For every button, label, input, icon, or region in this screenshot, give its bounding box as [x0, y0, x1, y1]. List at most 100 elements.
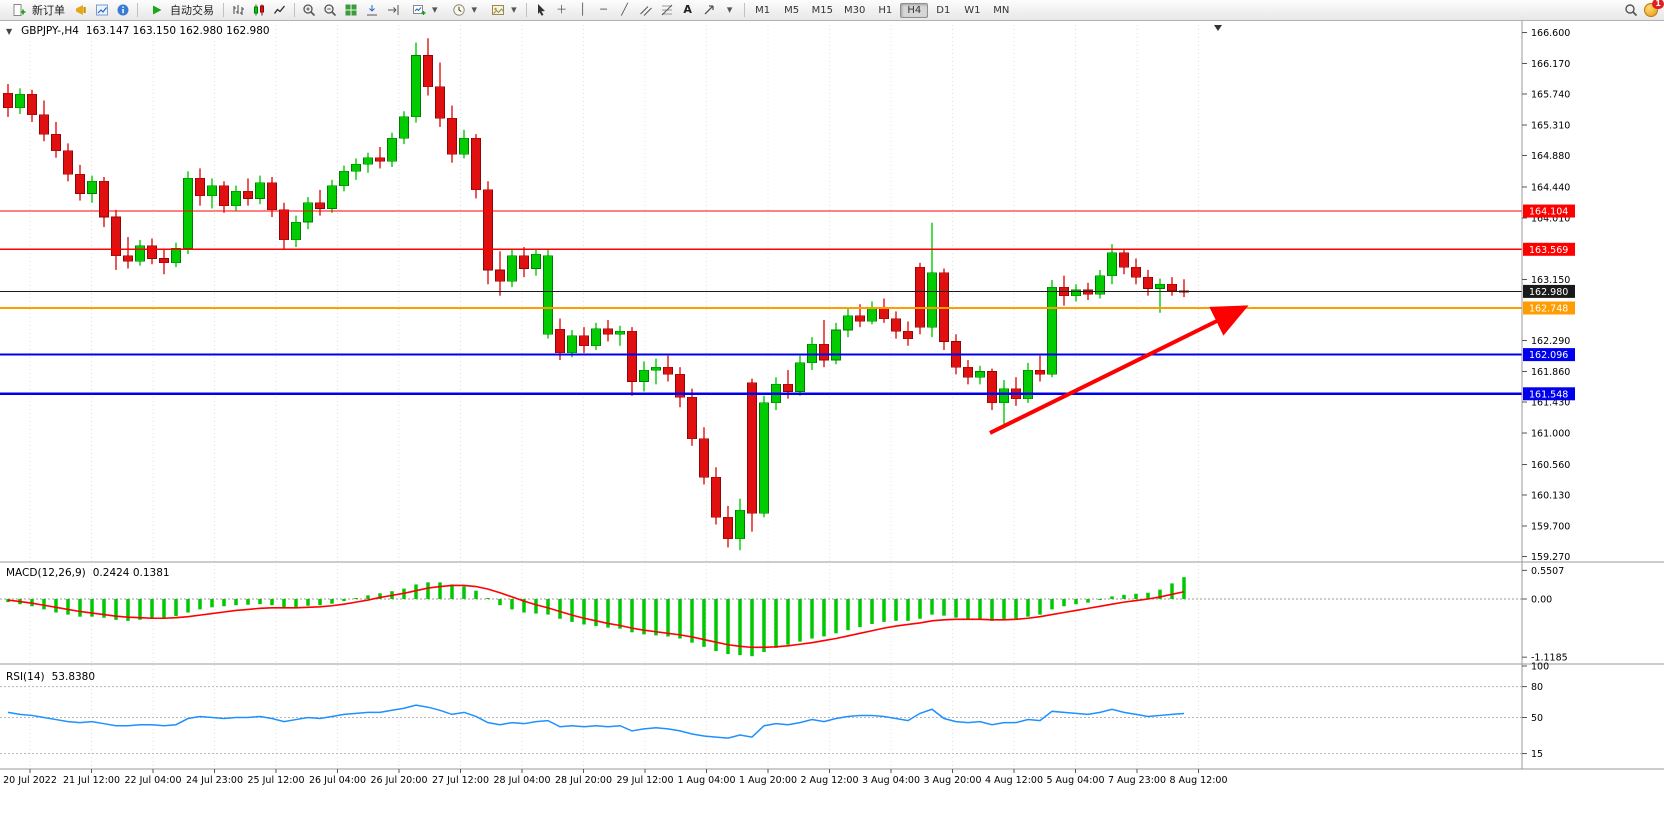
price-axis[interactable]: 166.600 166.170 165.740 165.310 164.880 164.4… — [1522, 28, 1575, 563]
svg-text:165.310: 165.310 — [1531, 120, 1570, 131]
svg-text:161.000: 161.000 — [1531, 428, 1570, 439]
timeframe-d1[interactable]: D1 — [936, 4, 951, 16]
timeframe-m5[interactable]: M5 — [784, 4, 800, 16]
clock-icon — [449, 1, 469, 19]
svg-text:162.290: 162.290 — [1531, 336, 1570, 347]
macd-name: MACD(12,26,9) — [6, 567, 86, 579]
auto-trading-button[interactable]: 自动交易 — [142, 1, 219, 19]
bar-chart-icon[interactable] — [228, 1, 248, 19]
template-dropdown-button[interactable]: ▾ — [483, 1, 522, 19]
community-button[interactable]: 1 — [1642, 0, 1664, 18]
shapes-dropdown-icon[interactable]: ▾ — [726, 3, 733, 16]
svg-text:163.150: 163.150 — [1531, 275, 1570, 286]
svg-text:3 Aug 04:00: 3 Aug 04:00 — [862, 775, 920, 786]
chart-canvas[interactable]: 166.600 166.170 165.740 165.310 164.880 164.4… — [0, 21, 1664, 839]
macd-values: 0.2424 0.1381 — [92, 567, 170, 579]
svg-text:161.548: 161.548 — [1529, 389, 1568, 400]
rsi-name: RSI(14) — [6, 671, 45, 683]
megaphone-icon[interactable] — [71, 1, 91, 19]
svg-text:5 Aug 04:00: 5 Aug 04:00 — [1046, 775, 1104, 786]
toolbar-separator — [137, 3, 138, 17]
new-order-label: 新订单 — [32, 4, 65, 17]
toolbar-separator — [743, 3, 745, 17]
template-icon — [488, 1, 508, 19]
svg-text:165.740: 165.740 — [1531, 90, 1570, 101]
time-axis[interactable]: 20 Jul 2022 21 Jul 12:00 22 Jul 04:00 24 Ju… — [3, 769, 1228, 786]
svg-text:160.560: 160.560 — [1531, 460, 1570, 471]
crosshair-icon[interactable]: ＋ — [556, 3, 568, 16]
macd-panel: 0.5507 0.00 -1.1185 — [0, 566, 1568, 664]
svg-text:163.569: 163.569 — [1529, 245, 1568, 256]
price-tag: 163.569 — [1523, 242, 1575, 256]
auto-scroll-icon[interactable] — [362, 1, 382, 19]
svg-text:1 Aug 20:00: 1 Aug 20:00 — [739, 775, 797, 786]
arrow-object-icon[interactable] — [699, 1, 719, 19]
channel-icon[interactable] — [636, 1, 656, 19]
toolbar-separator — [294, 3, 295, 17]
price-tag: 162.096 — [1523, 348, 1575, 362]
timeframe-m1[interactable]: M1 — [755, 4, 771, 16]
timeframe-h1[interactable]: H1 — [878, 4, 893, 16]
svg-text:29 Jul 12:00: 29 Jul 12:00 — [617, 775, 674, 786]
main-toolbar: 新订单 自动交易 ▾ — [0, 0, 1664, 21]
search-icon[interactable] — [1621, 1, 1641, 19]
svg-text:164.440: 164.440 — [1531, 183, 1570, 194]
new-order-icon — [9, 1, 29, 19]
candlestick-chart-icon[interactable] — [249, 1, 269, 19]
svg-text:0.5507: 0.5507 — [1531, 566, 1564, 577]
play-icon — [147, 1, 167, 19]
svg-text:100: 100 — [1531, 662, 1549, 673]
timeframe-h4[interactable]: H4 — [900, 2, 929, 18]
svg-text:20 Jul 2022: 20 Jul 2022 — [3, 775, 57, 786]
toolbar-separator — [525, 3, 527, 17]
price-tag: 164.104 — [1523, 204, 1575, 218]
new-order-button[interactable]: 新订单 — [4, 1, 70, 19]
chart-shift-marker[interactable] — [1214, 25, 1222, 31]
svg-text:164.104: 164.104 — [1529, 207, 1568, 218]
zoom-out-icon[interactable] — [320, 1, 340, 19]
svg-text:2 Aug 12:00: 2 Aug 12:00 — [800, 775, 858, 786]
svg-text:15: 15 — [1531, 749, 1543, 760]
candlesticks — [3, 38, 1189, 551]
svg-text:28 Jul 04:00: 28 Jul 04:00 — [494, 775, 551, 786]
chart-header: ▼ GBPJPY-,H4 163.147 163.150 162.980 162… — [6, 25, 270, 37]
ohlc-values: 163.147 163.150 162.980 162.980 — [85, 25, 270, 37]
info-icon[interactable] — [113, 1, 133, 19]
cursor-icon[interactable] — [531, 1, 551, 19]
chart-shift-icon[interactable] — [383, 1, 403, 19]
horizontal-line-icon[interactable]: ─ — [600, 3, 607, 16]
line-chart-icon[interactable] — [270, 1, 290, 19]
one-click-trading-toggle[interactable]: ▼ — [6, 26, 13, 36]
chart-area[interactable]: 166.600 166.170 165.740 165.310 164.880 164.4… — [0, 21, 1664, 839]
svg-text:50: 50 — [1531, 713, 1543, 724]
rsi-panel: 100 80 50 15 — [0, 662, 1549, 760]
timeframe-mn[interactable]: MN — [993, 4, 1010, 16]
svg-text:4 Aug 12:00: 4 Aug 12:00 — [985, 775, 1043, 786]
period-dropdown-button[interactable]: ▾ — [444, 1, 483, 19]
macd-header: MACD(12,26,9) 0.2424 0.1381 — [6, 567, 170, 579]
zoom-in-icon[interactable] — [299, 1, 319, 19]
horizontal-level-lines[interactable] — [0, 210, 1522, 395]
chevron-down-icon: ▾ — [511, 3, 517, 16]
fibonacci-icon[interactable] — [657, 1, 677, 19]
svg-text:1 Aug 04:00: 1 Aug 04:00 — [677, 775, 735, 786]
timeframe-m30[interactable]: M30 — [843, 4, 866, 16]
chevron-down-icon: ▾ — [471, 3, 478, 16]
new-chart-button[interactable]: ▾ — [404, 1, 443, 19]
market-watch-icon[interactable] — [92, 1, 112, 19]
price-tag: 162.980 — [1523, 284, 1575, 298]
trendline-icon[interactable]: ╱ — [621, 3, 628, 16]
text-icon[interactable]: A — [683, 3, 692, 16]
svg-text:8 Aug 12:00: 8 Aug 12:00 — [1169, 775, 1227, 786]
tile-windows-icon[interactable] — [341, 1, 361, 19]
trend-arrow[interactable] — [989, 305, 1249, 435]
price-tag: 162.748 — [1523, 301, 1575, 315]
svg-text:160.130: 160.130 — [1531, 491, 1570, 502]
vertical-line-icon[interactable]: │ — [579, 3, 586, 16]
svg-text:159.700: 159.700 — [1531, 521, 1570, 532]
timeframe-m15[interactable]: M15 — [811, 4, 833, 16]
timeframe-w1[interactable]: W1 — [964, 4, 981, 16]
svg-text:162.096: 162.096 — [1529, 350, 1568, 361]
svg-text:159.270: 159.270 — [1531, 552, 1570, 563]
chevron-down-icon: ▾ — [432, 3, 438, 16]
